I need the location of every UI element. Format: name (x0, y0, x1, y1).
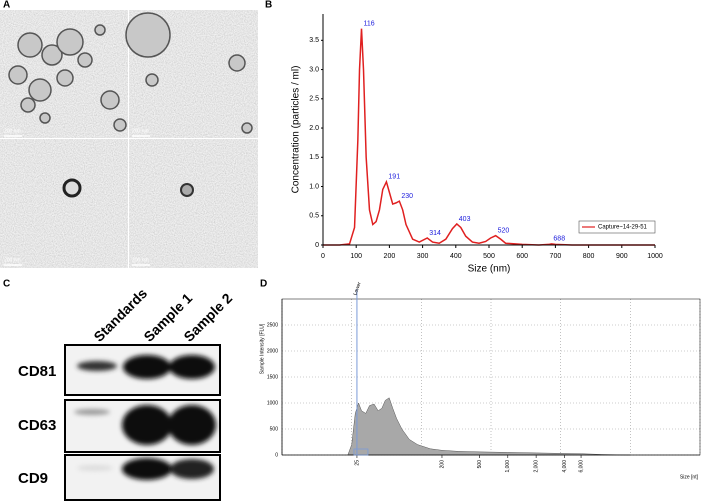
x-tick-label: 6,000 (578, 460, 584, 473)
scale-bar-label: 200 nm (132, 128, 149, 134)
lane-label: Standards (90, 285, 150, 345)
y-tick-label: 2000 (267, 348, 278, 354)
chart: 0 500 1000 1500 2000 2500 25 200 500 1,000 2,000 4,… (259, 281, 701, 480)
y-tick-label: 2500 (267, 322, 278, 328)
row-labels: CD81 CD63 CD9 (18, 363, 56, 487)
legend-box (578, 220, 656, 234)
scale-bars: 200 nm 200 nm 200 nm 200 nm (4, 128, 149, 263)
legend-label: Capture~14-29-51 (598, 225, 648, 231)
x-tick-label: 900 (616, 253, 628, 260)
scale-bar-lines (4, 135, 150, 266)
blots (64, 344, 221, 501)
panel-letter: C (3, 279, 10, 290)
y-tick-label: 0 (275, 452, 278, 458)
x-tick-label: 2,000 (533, 460, 539, 473)
peak-label: 403 (459, 216, 471, 223)
peak-label: 191 (388, 174, 400, 181)
peak-label: 688 (553, 236, 565, 243)
x-tick-label: 500 (477, 460, 483, 469)
x-tick-label: 200 (439, 460, 445, 469)
vesicles (8, 12, 253, 198)
x-tick-label: 500 (483, 253, 495, 260)
x-tick-label: 600 (516, 253, 528, 260)
x-tick-label: 100 (350, 253, 362, 260)
bands (74, 355, 216, 480)
x-tick-label: 700 (550, 253, 562, 260)
panel-letter: D (260, 279, 267, 290)
y-tick-label: 1000 (267, 400, 278, 406)
y-tick-label: 3.5 (309, 37, 319, 44)
y-axis-label: Concentration (particles / ml) (291, 66, 302, 194)
x-tick-label: 300 (417, 253, 429, 260)
y-tick-label: 2.5 (309, 96, 319, 103)
line (323, 28, 655, 246)
peak-label: 116 (364, 20, 375, 27)
x-axis-label: Size (nm) (468, 264, 511, 275)
y-tick-label: 500 (270, 426, 279, 432)
x-tick-label: 400 (450, 253, 462, 260)
scale-bar-label: 200 nm (132, 257, 149, 263)
y-tick-label: 1500 (267, 374, 278, 380)
y-tick-label: 0 (315, 242, 319, 249)
micrographs: 200 nm 200 nm 200 nm 200 nm (0, 10, 258, 268)
y-axis-label: Sample Intensity [FLU] (259, 323, 265, 374)
y-tick-label: 1.0 (309, 183, 319, 190)
row-label: CD63 (18, 417, 56, 434)
x-tick-label: 800 (583, 253, 595, 260)
x-tick-label: 25 (354, 460, 360, 466)
row-label: CD81 (18, 363, 56, 380)
marker-label: Lower (352, 281, 362, 296)
peak-label: 230 (401, 193, 413, 200)
x-axis-label: Size [nt] (680, 474, 699, 480)
y-tick-label: 0.5 (309, 213, 319, 220)
chart: 0 0.5 1.0 1.5 2.0 2.5 3.0 3.5 0 100 200 300 400 500 60… (291, 14, 663, 275)
x-tick-label: 4,000 (562, 460, 568, 473)
marker-box (353, 448, 369, 456)
lane-labels: Standards Sample 1 Sample 2 (90, 285, 235, 345)
y-tick-label: 1.5 (309, 154, 319, 161)
panel-letter: B (265, 0, 272, 11)
x-tick-label: 200 (384, 253, 396, 260)
plot-frame (281, 298, 701, 456)
y-tick-label: 3.0 (309, 66, 319, 73)
x-tick-label: 0 (321, 253, 325, 260)
row-label: CD9 (18, 470, 48, 487)
panel-letter: A (3, 0, 10, 11)
x-tick-label: 1,000 (505, 460, 511, 473)
y-tick-label: 2.0 (309, 125, 319, 132)
scale-bar-label: 200 nm (4, 257, 21, 263)
peak-label: 520 (498, 227, 510, 234)
x-tick-label: 1000 (647, 253, 663, 260)
scale-bar-label: 200 nm (4, 128, 21, 134)
area (347, 397, 631, 456)
peak-label: 314 (429, 230, 441, 237)
